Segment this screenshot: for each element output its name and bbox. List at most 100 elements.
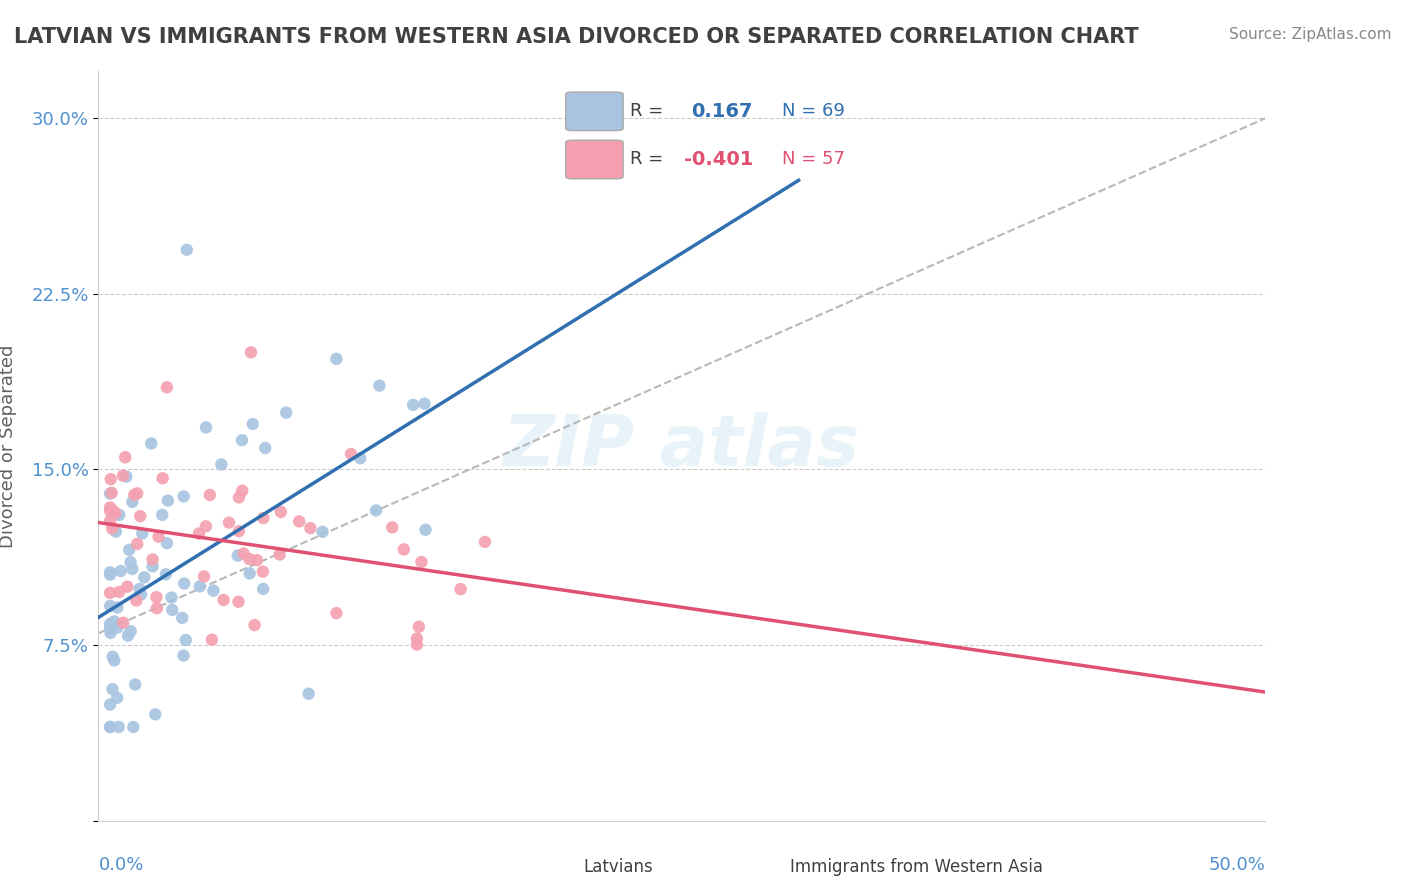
Point [450, 582, 472, 596]
Point [270, 505, 292, 519]
Point [325, 351, 347, 366]
Point [288, 515, 311, 529]
Point [98, 586, 121, 600]
Text: 0.0%: 0.0% [98, 856, 143, 874]
Point [202, 583, 225, 598]
Point [142, 552, 165, 566]
Point [98, 720, 121, 734]
Point [98, 617, 121, 632]
Point [243, 618, 266, 632]
Point [156, 536, 179, 550]
Point [101, 682, 124, 697]
Point [118, 542, 141, 557]
Point [152, 471, 174, 485]
Y-axis label: Divorced or Separated: Divorced or Separated [0, 344, 17, 548]
Point [98, 567, 121, 582]
Point [101, 521, 124, 535]
Point [103, 504, 125, 518]
Point [114, 450, 136, 465]
Point [411, 555, 433, 569]
Point [212, 593, 235, 607]
Point [103, 615, 125, 629]
Point [98, 698, 121, 712]
Point [402, 398, 425, 412]
Point [381, 520, 404, 534]
Point [254, 441, 277, 455]
Point [252, 582, 274, 596]
Point [340, 447, 363, 461]
Point [110, 564, 132, 578]
Text: -0.401: -0.401 [683, 150, 754, 169]
Point [98, 504, 121, 518]
Point [176, 243, 198, 257]
Text: Latvians: Latvians [583, 858, 654, 876]
Point [242, 417, 264, 431]
Point [124, 488, 146, 502]
Point [298, 687, 321, 701]
Text: R =: R = [630, 151, 664, 169]
Point [155, 567, 177, 582]
Point [415, 523, 437, 537]
Point [299, 521, 322, 535]
Point [100, 486, 122, 500]
Point [228, 524, 250, 539]
Point [122, 720, 145, 734]
Text: 0.167: 0.167 [690, 102, 752, 120]
Point [173, 490, 195, 504]
Point [392, 542, 415, 557]
FancyBboxPatch shape [565, 92, 623, 130]
Point [98, 500, 121, 515]
Point [238, 552, 260, 566]
Text: LATVIAN VS IMMIGRANTS FROM WESTERN ASIA DIVORCED OR SEPARATED CORRELATION CHART: LATVIAN VS IMMIGRANTS FROM WESTERN ASIA … [14, 27, 1139, 46]
Point [413, 397, 436, 411]
Point [252, 511, 274, 525]
FancyBboxPatch shape [565, 140, 623, 178]
Point [269, 548, 291, 562]
Point [129, 509, 152, 524]
Point [98, 514, 121, 528]
Point [101, 649, 124, 664]
Point [232, 546, 254, 560]
Point [117, 580, 139, 594]
Point [160, 591, 183, 605]
Point [174, 633, 197, 648]
Point [148, 530, 170, 544]
Point [128, 582, 150, 596]
Point [162, 603, 184, 617]
Point [121, 495, 143, 509]
Point [104, 524, 127, 539]
Point [134, 570, 156, 584]
Point [172, 648, 194, 663]
Point [104, 506, 127, 520]
Point [98, 566, 121, 580]
Point [193, 569, 215, 583]
Point [209, 458, 232, 472]
Point [226, 549, 249, 563]
Point [173, 576, 195, 591]
Point [125, 593, 148, 607]
Point [231, 433, 253, 447]
Point [349, 451, 371, 466]
Point [111, 468, 134, 483]
Point [198, 488, 221, 502]
Point [276, 406, 298, 420]
Point [228, 491, 250, 505]
Point [131, 526, 153, 541]
Point [311, 524, 333, 539]
Text: R =: R = [630, 103, 675, 120]
Point [120, 624, 142, 639]
Point [239, 566, 262, 581]
Point [156, 380, 179, 394]
Point [146, 601, 169, 615]
Point [107, 620, 129, 634]
Point [218, 516, 240, 530]
Text: ZIP atlas: ZIP atlas [503, 411, 860, 481]
Point [127, 486, 149, 500]
Point [98, 621, 121, 635]
Point [100, 472, 122, 486]
Point [100, 625, 122, 640]
Point [129, 587, 152, 601]
Point [117, 629, 139, 643]
Text: Source: ZipAtlas.com: Source: ZipAtlas.com [1229, 27, 1392, 42]
Point [474, 534, 496, 549]
